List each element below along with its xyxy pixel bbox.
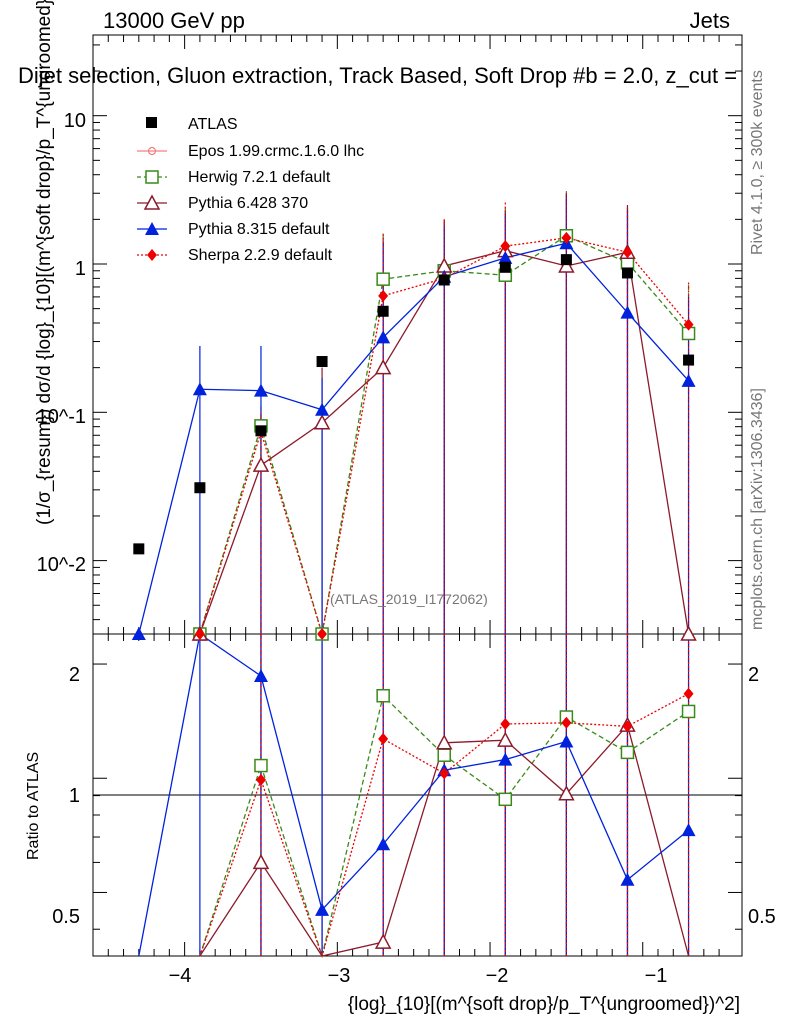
y-axis-label-top: (1/σ_{resum}) dσ/d {log}_{10}[(m^{soft d…: [34, 0, 55, 525]
data-point-py6: [252, 456, 270, 472]
legend: ATLAS Epos 1.99.crmc.1.6.0 lhc Herwig 7.…: [137, 116, 364, 264]
plot-title: Dijet selection, Gluon extraction, Track…: [18, 63, 737, 88]
data-point-atlas: [499, 261, 511, 273]
data-point-py8: [315, 902, 330, 916]
data-point-py8: [620, 872, 635, 886]
analysis-watermark: (ATLAS_2019_I1772062): [330, 591, 488, 607]
data-point-py6: [497, 731, 514, 747]
data-point-sherpa: [561, 231, 572, 244]
series-line-top-herwig: [199, 235, 690, 635]
legend-label: Sherpa 2.2.9 default: [188, 247, 333, 264]
data-point-py6: [313, 414, 331, 430]
data-point-sherpa: [317, 628, 328, 640]
x-tick-label: −4: [169, 965, 192, 987]
data-point-herwig: [681, 704, 696, 719]
data-point-sherpa: [683, 318, 694, 331]
data-point-py6: [252, 853, 270, 870]
data-point-atlas: [194, 482, 206, 494]
data-point-atlas: [621, 267, 633, 279]
data-point-atlas: [316, 356, 328, 368]
category-label: Jets: [690, 8, 730, 33]
data-point-sherpa: [378, 289, 389, 302]
y-tick-label-bottom: 0.5: [52, 906, 80, 928]
data-point-py6: [558, 257, 575, 273]
data-point-atlas: [683, 354, 695, 366]
data-point-py8: [376, 837, 391, 851]
x-tick-label: −3: [328, 965, 351, 987]
y-tick-label-bottom-right: 0.5: [748, 906, 776, 928]
data-point-py6: [680, 625, 697, 641]
rivet-label: Rivet 4.1.0, ≥ 300k events: [749, 70, 766, 255]
y-tick-label-top: 1: [75, 258, 86, 280]
data-point-herwig: [376, 272, 390, 286]
data-point-sherpa: [561, 716, 572, 729]
data-point-sherpa: [683, 687, 694, 700]
error-bars: [199, 191, 690, 956]
legend-marker-sherpa: [147, 249, 157, 261]
data-point-py8: [131, 627, 146, 640]
y-tick-label-bottom-right: 2: [748, 664, 759, 686]
data-point-atlas: [255, 425, 267, 437]
data-point-py8: [559, 734, 574, 748]
data-point-atlas: [438, 274, 450, 286]
data-point-sherpa: [500, 240, 511, 253]
series-line-ratio-py8: [138, 632, 689, 957]
data-point-sherpa: [255, 773, 266, 786]
data-point-py8: [315, 402, 330, 416]
data-point-sherpa: [194, 628, 205, 640]
y-tick-label-top: 10^-1: [37, 406, 86, 428]
y-tick-label-bottom: 1: [69, 785, 80, 807]
legend-label: ATLAS: [188, 116, 238, 133]
x-tick-label: −2: [486, 965, 509, 987]
data-point-sherpa: [439, 767, 450, 780]
data-point-herwig: [376, 688, 390, 703]
data-point-py8: [253, 668, 268, 682]
data-point-atlas: [133, 543, 145, 555]
data-point-herwig: [254, 758, 268, 773]
series-line-top-py8: [138, 242, 690, 635]
legend-marker-py8: [145, 222, 159, 235]
data-point-sherpa: [500, 717, 511, 730]
data-point-sherpa: [378, 732, 389, 745]
data-point-atlas: [377, 305, 389, 317]
data-point-herwig: [620, 745, 635, 760]
x-axis-label: {log}_{10}[(m^{soft drop}/p_T^{ungroomed…: [348, 994, 740, 1015]
y-tick-label-top: 10^-2: [37, 554, 86, 576]
legend-label: Epos 1.99.crmc.1.6.0 lhc: [188, 143, 364, 160]
data-point-py6: [435, 734, 453, 750]
y-tick-label-top: 10: [64, 110, 86, 132]
data-point-py6: [374, 359, 392, 375]
data-point-py8: [498, 250, 513, 264]
data-point-py8: [498, 752, 513, 766]
data-point-py6: [374, 933, 392, 949]
data-point-sherpa: [622, 720, 633, 733]
data-point-py6: [558, 785, 575, 801]
legend-marker-herwig: [145, 170, 159, 184]
data-point-herwig: [437, 748, 451, 762]
data-point-herwig: [498, 792, 513, 807]
data-point-py8: [681, 373, 696, 387]
data-point-py8: [681, 823, 696, 837]
y-axis-label-bottom: Ratio to ATLAS: [25, 752, 42, 860]
data-point-sherpa: [622, 246, 633, 259]
series-markers: [131, 229, 697, 949]
data-point-py8: [376, 330, 391, 344]
data-point-py8: [192, 382, 207, 396]
legend-marker-atlas: [146, 117, 157, 128]
data-point-atlas: [560, 254, 572, 266]
mcplots-label: mcplots.cern.ch [arXiv:1306.3436]: [749, 388, 766, 630]
x-tick-label: −1: [645, 965, 668, 987]
legend-label: Pythia 6.428 370: [188, 195, 308, 212]
legend-marker-py6: [143, 194, 161, 210]
legend-label: Pythia 8.315 default: [188, 221, 330, 238]
legend-label: Herwig 7.2.1 default: [188, 169, 331, 186]
data-point-py8: [253, 383, 268, 397]
y-tick-label-bottom: 2: [69, 664, 80, 686]
legend-marker-epos: [147, 146, 157, 156]
energy-label: 13000 GeV pp: [103, 8, 245, 33]
data-point-py8: [620, 305, 635, 319]
